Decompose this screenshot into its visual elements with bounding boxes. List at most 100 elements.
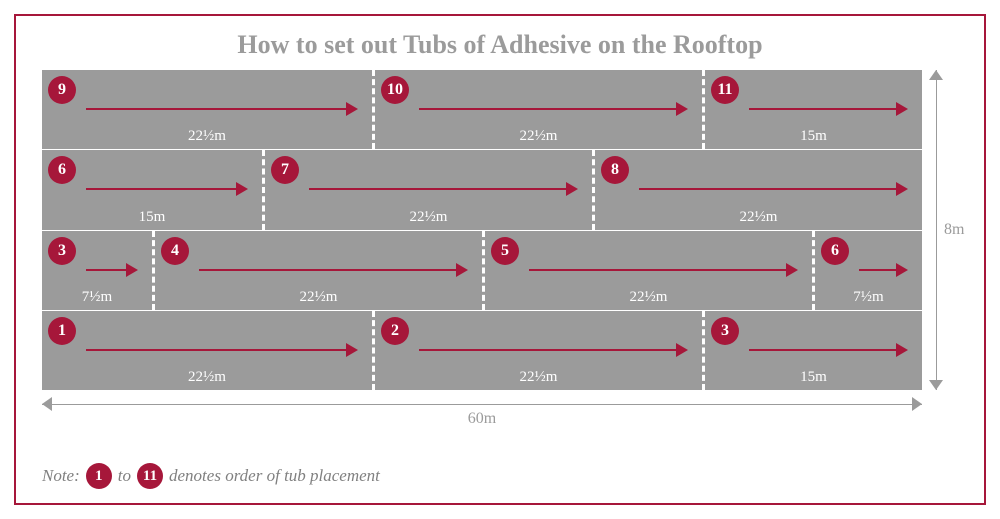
arrow-head-icon xyxy=(896,263,908,277)
diagram-frame: How to set out Tubs of Adhesive on the R… xyxy=(14,14,986,505)
segment-length-label: 22½m xyxy=(595,209,922,226)
segment-length-label: 7½m xyxy=(42,289,152,306)
grid-segment: 6 7½m xyxy=(812,231,922,310)
arrow-shaft xyxy=(639,188,898,190)
footnote: Note: 1 to 11 denotes order of tub place… xyxy=(42,463,380,489)
grid-segment: 1 22½m xyxy=(42,311,372,390)
arrow-head-icon xyxy=(126,263,138,277)
rooftop-grid: 922½m1022½m1115m615m722½m822½m37½m422½m5… xyxy=(42,70,922,390)
segment-length-label: 15m xyxy=(42,209,262,226)
direction-arrow xyxy=(86,182,248,196)
tub-number-badge: 8 xyxy=(601,156,629,184)
grid-row: 1 22½m 2 22½m 3 15m xyxy=(42,311,922,390)
tub-number-badge: 10 xyxy=(381,76,409,104)
tub-number-badge: 2 xyxy=(381,317,409,345)
tub-number-badge: 6 xyxy=(48,156,76,184)
arrow-shaft xyxy=(419,108,678,110)
direction-arrow xyxy=(86,102,358,116)
note-circle-from: 1 xyxy=(86,463,112,489)
arrow-head-icon xyxy=(236,182,248,196)
dim-arrowhead-right xyxy=(912,397,922,411)
grid-segment: 10 22½m xyxy=(372,70,702,149)
segment-length-label: 22½m xyxy=(265,209,592,226)
arrow-head-icon xyxy=(346,343,358,357)
tub-number-badge: 3 xyxy=(711,317,739,345)
grid-segment: 8 22½m xyxy=(592,150,922,229)
direction-arrow xyxy=(859,263,908,277)
direction-arrow xyxy=(86,343,358,357)
grid-segment: 2 22½m xyxy=(372,311,702,390)
tub-number-badge: 1 xyxy=(48,317,76,345)
direction-arrow xyxy=(199,263,468,277)
width-label: 60m xyxy=(42,410,922,428)
tub-number-badge: 5 xyxy=(491,237,519,265)
segment-length-label: 22½m xyxy=(375,369,702,386)
tub-number-badge: 4 xyxy=(161,237,189,265)
arrow-head-icon xyxy=(896,102,908,116)
grid-segment: 3 15m xyxy=(702,311,922,390)
grid-segment: 6 15m xyxy=(42,150,262,229)
arrow-head-icon xyxy=(346,102,358,116)
height-dimension: 8m xyxy=(926,70,956,390)
grid-row: 9 22½m 10 22½m 11 15m xyxy=(42,70,922,150)
arrow-head-icon xyxy=(566,182,578,196)
direction-arrow xyxy=(419,102,688,116)
tub-number-badge: 6 xyxy=(821,237,849,265)
segment-length-label: 22½m xyxy=(375,128,702,145)
grid-segment: 3 7½m xyxy=(42,231,152,310)
arrow-shaft xyxy=(419,349,678,351)
arrow-shaft xyxy=(86,108,348,110)
grid-segment: 9 22½m xyxy=(42,70,372,149)
height-label: 8m xyxy=(944,221,964,239)
direction-arrow xyxy=(749,102,908,116)
width-dimension: 60m xyxy=(42,394,922,428)
arrow-shaft xyxy=(749,108,898,110)
direction-arrow xyxy=(419,343,688,357)
arrow-shaft xyxy=(86,349,348,351)
tub-number-badge: 9 xyxy=(48,76,76,104)
dim-line-vertical xyxy=(936,70,937,390)
segment-length-label: 7½m xyxy=(815,289,922,306)
grid-segment: 11 15m xyxy=(702,70,922,149)
grid-row: 3 7½m 4 22½m 5 22½m 6 7½m xyxy=(42,231,922,311)
arrow-head-icon xyxy=(896,182,908,196)
tub-number-badge: 7 xyxy=(271,156,299,184)
arrow-head-icon xyxy=(786,263,798,277)
direction-arrow xyxy=(639,182,908,196)
note-mid: to xyxy=(118,466,131,486)
arrow-head-icon xyxy=(456,263,468,277)
arrow-shaft xyxy=(199,269,458,271)
grid-segment: 4 22½m xyxy=(152,231,482,310)
grid-row: 6 15m 7 22½m 8 22½m xyxy=(42,150,922,230)
arrow-shaft xyxy=(86,269,128,271)
grid-segment: 5 22½m xyxy=(482,231,812,310)
direction-arrow xyxy=(529,263,798,277)
note-prefix: Note: xyxy=(42,466,80,486)
tub-number-badge: 3 xyxy=(48,237,76,265)
grid-segment: 7 22½m xyxy=(262,150,592,229)
arrow-shaft xyxy=(529,269,788,271)
segment-length-label: 22½m xyxy=(42,369,372,386)
direction-arrow xyxy=(749,343,908,357)
segment-length-label: 22½m xyxy=(485,289,812,306)
note-suffix: denotes order of tub placement xyxy=(169,466,380,486)
arrow-head-icon xyxy=(676,343,688,357)
direction-arrow xyxy=(309,182,578,196)
segment-length-label: 15m xyxy=(705,128,922,145)
dim-arrowhead-bottom xyxy=(929,380,943,390)
tub-number-badge: 11 xyxy=(711,76,739,104)
dim-line-horizontal xyxy=(42,404,922,405)
arrow-shaft xyxy=(749,349,898,351)
diagram-body: 922½m1022½m1115m615m722½m822½m37½m422½m5… xyxy=(42,70,958,430)
segment-length-label: 22½m xyxy=(42,128,372,145)
arrow-shaft xyxy=(86,188,238,190)
arrow-shaft xyxy=(859,269,898,271)
arrow-head-icon xyxy=(676,102,688,116)
segment-length-label: 15m xyxy=(705,369,922,386)
diagram-title: How to set out Tubs of Adhesive on the R… xyxy=(16,16,984,70)
arrow-head-icon xyxy=(896,343,908,357)
segment-length-label: 22½m xyxy=(155,289,482,306)
direction-arrow xyxy=(86,263,138,277)
arrow-shaft xyxy=(309,188,568,190)
note-circle-to: 11 xyxy=(137,463,163,489)
